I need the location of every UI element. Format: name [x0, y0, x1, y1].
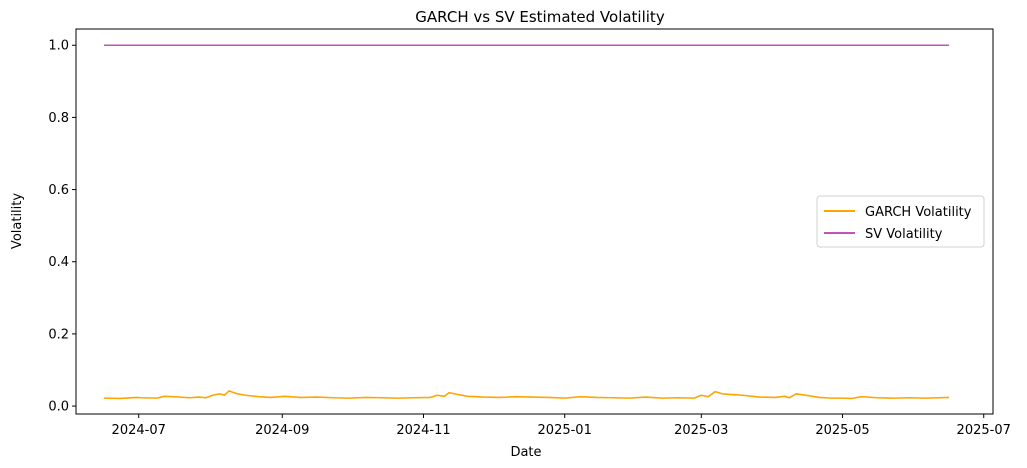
legend-box — [816, 195, 985, 248]
y-tick-label: 0.2 — [48, 327, 69, 342]
x-axis-label: Date — [510, 445, 541, 460]
y-axis-label: Volatility — [10, 193, 25, 249]
x-tick-label: 2025-05 — [815, 423, 869, 438]
y-tick-label: 0.0 — [48, 400, 69, 415]
y-tick-label: 0.6 — [48, 183, 69, 198]
x-tick-label: 2025-01 — [538, 423, 592, 438]
x-tick-label: 2024-11 — [396, 423, 450, 438]
series-line-garch — [103, 390, 950, 400]
x-tick-label: 2024-07 — [112, 423, 166, 438]
legend: GARCH Volatility SV Volatility — [816, 195, 985, 248]
plot-frame — [75, 28, 994, 415]
y-tick-label: 0.8 — [48, 111, 69, 126]
x-tick-label: 2024-09 — [255, 423, 309, 438]
x-tick-label: 2025-03 — [674, 423, 728, 438]
y-tick-label: 0.4 — [48, 255, 69, 270]
y-tick-label: 1.0 — [48, 39, 69, 54]
x-tick-label: 2025-07 — [957, 423, 1011, 438]
legend-label-sv: SV Volatility — [865, 227, 943, 242]
plot-area — [103, 44, 950, 400]
x-axis: 2024-07 2024-09 2024-11 2025-01 2025-03 2025-… — [112, 414, 1011, 438]
legend-label-garch: GARCH Volatility — [865, 205, 972, 220]
y-axis: 0.0 0.2 0.4 0.6 0.8 1.0 — [48, 39, 76, 415]
chart-title: GARCH vs SV Estimated Volatility — [415, 8, 665, 26]
